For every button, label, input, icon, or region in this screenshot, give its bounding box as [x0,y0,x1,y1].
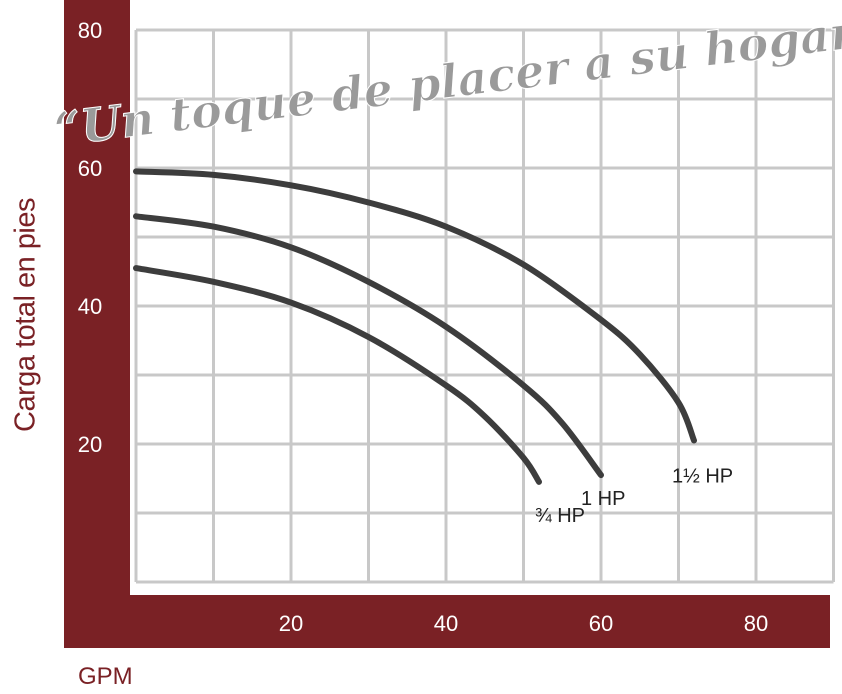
x-tick-labels: 20 40 60 80 [279,611,768,636]
series-group [133,168,697,485]
x-axis-label: GPM [78,663,133,690]
y-tick-label: 20 [78,432,102,457]
y-tick-label: 40 [78,294,102,319]
y-axis-label-container: Carga total en pies [6,150,46,480]
series-label: 1½ HP [672,466,733,488]
series-label: 1 HP [581,488,625,510]
series-line-2 [133,265,542,485]
x-tick-label: 40 [434,611,458,636]
x-tick-label: 60 [589,611,613,636]
series-line-0 [133,168,697,444]
series-label: ¾ HP [535,505,585,527]
series-labels: 1½ HP 1 HP¾ HP [535,466,733,527]
grid [134,28,835,584]
y-tick-labels: 80 60 40 20 [78,18,102,457]
y-tick-label: 60 [78,156,102,181]
bottom-frame-band [64,595,830,648]
x-tick-label: 80 [744,611,768,636]
y-tick-label: 80 [78,18,102,43]
left-frame-band [64,0,130,648]
series-line-1 [133,213,604,479]
x-tick-label: 20 [279,611,303,636]
y-axis-label: Carga total en pies [9,198,42,432]
